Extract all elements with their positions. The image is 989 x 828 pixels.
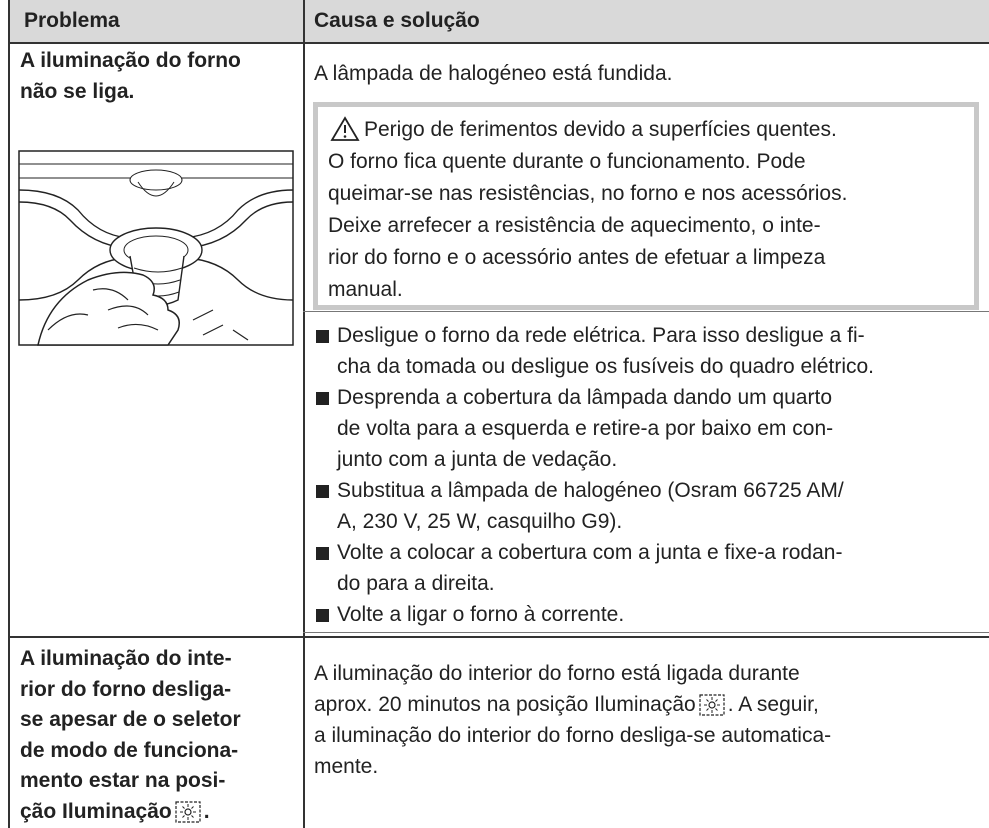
problem-text: rior do forno desliga-: [20, 677, 232, 701]
left-border: [8, 0, 10, 828]
problem-text: ção Iluminação.: [20, 798, 210, 826]
cause-text: mente.: [314, 755, 379, 778]
problem-text: não se liga.: [20, 80, 135, 103]
warning-box: [313, 102, 979, 310]
warning-text: rior do forno e o acessório antes de efe…: [328, 246, 826, 269]
step-text: Desprenda a cobertura da lâmpada dando u…: [337, 386, 832, 409]
cause-text: A iluminação do interior do forno está l…: [314, 662, 800, 685]
rule: [8, 636, 989, 638]
problem-text-part: .: [203, 800, 210, 823]
step-text: Desligue o forno da rede elétrica. Para …: [337, 324, 865, 347]
step-text: Volte a colocar a cobertura com a junta …: [337, 541, 843, 564]
col-divider: [303, 0, 305, 828]
step-text: A, 230 V, 25 W, casquilho G9).: [337, 510, 623, 533]
bullet: [316, 547, 329, 560]
problem-text: mento estar na posi-: [20, 769, 226, 793]
warning-icon: [330, 116, 360, 141]
cause-text: a iluminação do interior do forno deslig…: [314, 724, 832, 747]
step-text: de volta para a esquerda e retire-a por …: [337, 417, 834, 440]
warning-title: Perigo de ferimentos devido a superfície…: [364, 118, 837, 141]
problem-text: A iluminação do inte-: [20, 647, 232, 670]
problem-text: de modo de funciona-: [20, 738, 239, 762]
warning-text: queimar-se nas resistências, no forno e …: [328, 182, 848, 205]
step-text: junto com a junta de vedação.: [337, 448, 618, 471]
header-bg: [8, 0, 989, 42]
bullet: [316, 609, 329, 622]
cause-text-part: aprox. 20 minutos na posição Iluminação: [314, 693, 696, 716]
header-cell: Causa e solução: [314, 9, 480, 32]
step-text: Substitua a lâmpada de halogéneo (Osram …: [337, 479, 844, 502]
bullet: [316, 485, 329, 498]
cause-text-part: . A seguir,: [727, 693, 819, 716]
warning-text: O forno fica quente durante o funcioname…: [328, 150, 806, 173]
divider: [303, 311, 989, 312]
step-text: Volte a ligar o forno à corrente.: [337, 603, 625, 626]
bullet: [316, 330, 329, 343]
cause-text: A lâmpada de halogéneo está fundida.: [314, 62, 673, 85]
header-cell: Problema: [24, 9, 120, 32]
illustration: [18, 150, 294, 346]
problem-text-part: ção Iluminação: [20, 800, 172, 823]
lamp-icon: [699, 694, 725, 716]
step-text: cha da tomada ou desligue os fusíveis do…: [337, 355, 875, 378]
lamp-icon: [175, 801, 201, 823]
warning-text: Deixe arrefecer a resistência de aquecim…: [328, 214, 821, 237]
cause-text: aprox. 20 minutos na posição Iluminação.…: [314, 691, 819, 719]
rule: [8, 42, 989, 44]
problem-text: A iluminação do forno: [20, 49, 241, 72]
bullet: [316, 392, 329, 405]
problem-text: se apesar de o seletor: [20, 708, 241, 732]
step-text: do para a direita.: [337, 572, 495, 595]
divider: [303, 632, 989, 633]
warning-text: manual.: [328, 278, 403, 301]
